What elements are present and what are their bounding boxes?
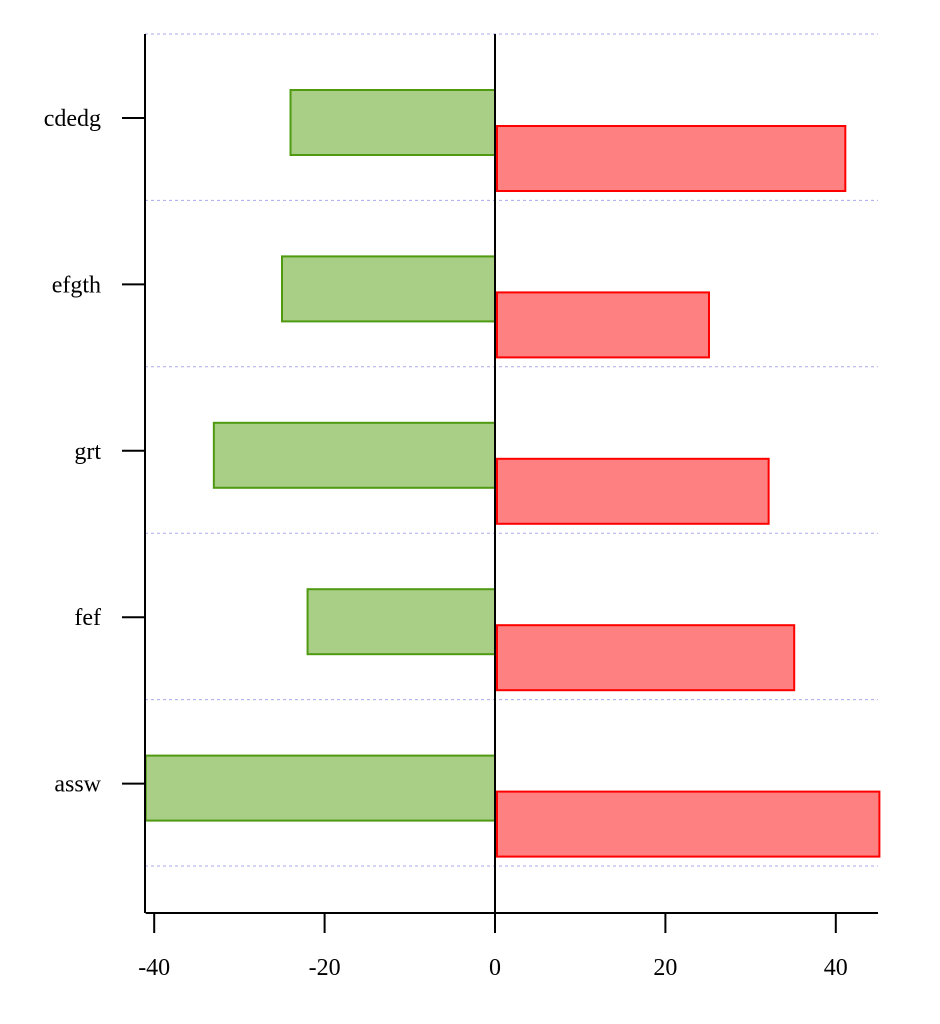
y-tick-label: fef [74, 605, 101, 631]
bar-series-2 [496, 457, 770, 525]
y-tick-label: cdedg [44, 106, 101, 132]
x-tick-label: -40 [138, 955, 170, 981]
axes [122, 34, 878, 933]
x-tick-label: -20 [309, 955, 341, 981]
x-tick-label: 0 [489, 955, 501, 981]
bar-series-1 [306, 588, 496, 656]
x-tick-label: 40 [824, 955, 848, 981]
x-tick-label: 20 [653, 955, 677, 981]
bar-series-1 [289, 89, 496, 156]
bar-series-2 [496, 291, 710, 359]
tick-labels: cdedg efgth grt fef assw -40 -20 0 20 40 [44, 106, 848, 981]
bar-series-1 [281, 255, 496, 323]
bars [144, 89, 881, 858]
bar-series-1 [144, 754, 496, 822]
bar-series-1 [212, 421, 496, 489]
bar-series-2 [496, 125, 847, 192]
y-tick-label: grt [74, 439, 101, 465]
bar-series-2 [496, 624, 796, 692]
bar-series-2 [496, 790, 881, 858]
y-tick-label: efgth [52, 272, 101, 298]
gridlines [145, 33, 878, 867]
y-tick-label: assw [54, 772, 101, 798]
